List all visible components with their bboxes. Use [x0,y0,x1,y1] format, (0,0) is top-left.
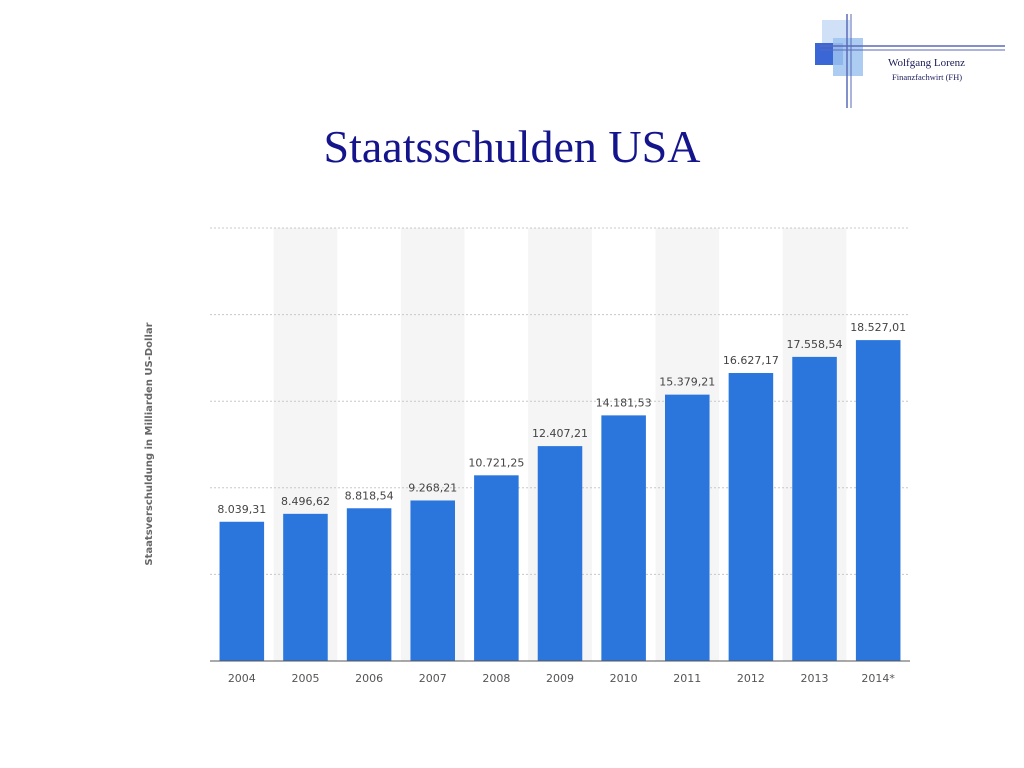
bar-2006 [346,508,392,661]
x-tick-2004: 2004 [228,672,256,685]
bar-2014* [855,340,901,661]
logo-name: Wolfgang Lorenz [888,57,965,69]
x-tick-2009: 2009 [546,672,574,685]
data-label-2010: 14.181,53 [596,396,652,409]
chart-bars [219,340,901,661]
x-tick-2014*: 2014* [861,672,895,685]
x-tick-2010: 2010 [610,672,638,685]
chart-data-labels: 8.039,31 8.496,62 8.818,54 9.268,21 10.721,2… [217,321,906,516]
x-tick-2005: 2005 [291,672,319,685]
data-label-2013: 17.558,54 [787,338,843,351]
bar-2011 [665,394,710,661]
y-axis-label: Staatsverschuldung in Milliarden US-Doll… [144,322,155,565]
data-label-2014*: 18.527,01 [850,321,906,334]
data-label-2006: 8.818,54 [345,489,394,502]
x-tick-2006: 2006 [355,672,383,685]
data-label-2005: 8.496,62 [281,495,330,508]
x-tick-2012: 2012 [737,672,765,685]
bar-2007 [410,500,455,661]
bar-2012 [728,373,774,661]
page-title: Staatsschulden USA [323,121,701,172]
x-tick-2011: 2011 [673,672,701,685]
data-label-2004: 8.039,31 [217,503,266,516]
bar-2004 [219,521,265,661]
logo [815,14,1005,108]
x-tick-2013: 2013 [801,672,829,685]
x-tick-2008: 2008 [482,672,510,685]
bar-2008 [474,475,519,661]
bar-2009 [537,446,583,661]
data-label-2009: 12.407,21 [532,427,588,440]
logo-square-mid [833,38,863,76]
bar-2013 [792,356,837,661]
data-label-2011: 15.379,21 [659,376,715,389]
bar-2005 [283,513,328,661]
data-label-2008: 10.721,25 [468,456,524,469]
x-tick-2007: 2007 [419,672,447,685]
data-label-2012: 16.627,17 [723,354,779,367]
bar-2010 [601,415,646,661]
data-label-2007: 9.268,21 [408,481,457,494]
logo-subtitle: Finanzfachwirt (FH) [892,72,963,82]
chart-x-ticks: 2004 2005 2006 2007 2008 2009 2010 2011 2012 2013… [228,672,896,685]
